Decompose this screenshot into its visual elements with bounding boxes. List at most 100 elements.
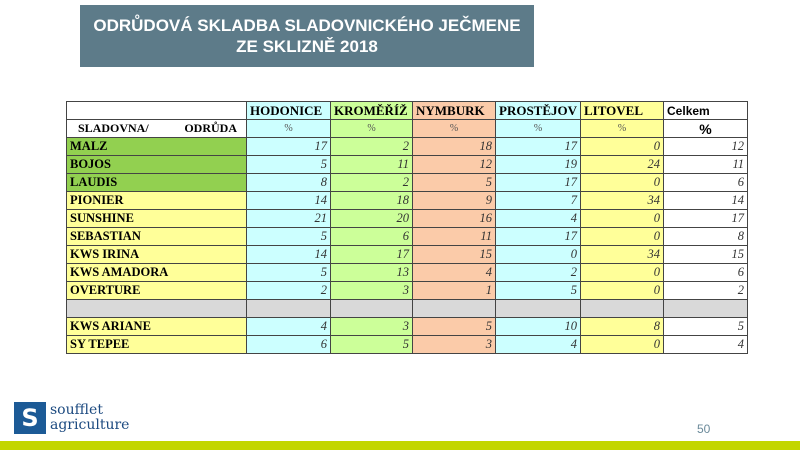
value-cell: 4: [663, 335, 749, 354]
value-cell: 5: [330, 335, 413, 354]
value-cell: 6: [330, 227, 413, 246]
table-row: BOJOS 5 11 12 19 24 11: [66, 155, 749, 174]
table-row: PIONIER 14 18 9 7 34 14: [66, 191, 749, 210]
value-cell: 5: [663, 317, 749, 336]
variety-name: KWS AMADORA: [66, 263, 247, 282]
variety-name: PIONIER: [66, 191, 247, 210]
variety-name: SEBASTIAN: [66, 227, 247, 246]
title-line-1: ODRŮDOVÁ SKLADBA SLADOVNICKÉHO JEČMENE: [93, 16, 521, 35]
unit-cell: %: [412, 119, 496, 138]
value-cell: 0: [580, 281, 665, 300]
column-header: LITOVEL: [580, 101, 665, 120]
value-cell: [494, 299, 582, 318]
value-cell: 2: [494, 263, 582, 282]
value-cell: 12: [412, 155, 496, 174]
variety-name: SY TEPEE: [66, 335, 247, 354]
value-cell: 17: [246, 137, 331, 156]
column-header: Celkem: [663, 101, 749, 120]
value-cell: 4: [412, 263, 496, 282]
corner-label: SLADOVNA/ODRŮDA: [66, 119, 247, 138]
value-cell: 17: [494, 173, 582, 192]
value-cell: 17: [663, 209, 749, 228]
value-cell: 4: [494, 209, 582, 228]
value-cell: 24: [580, 155, 665, 174]
value-cell: 14: [246, 245, 331, 264]
column-header: HODONICE: [246, 101, 331, 120]
table-row: [66, 299, 749, 318]
value-cell: 1: [412, 281, 496, 300]
value-cell: [246, 299, 331, 318]
variety-name: KWS IRINA: [66, 245, 247, 264]
value-cell: 0: [580, 137, 665, 156]
unit-cell: %: [494, 119, 582, 138]
value-cell: 3: [330, 317, 413, 336]
value-cell: [663, 299, 749, 318]
value-cell: 17: [494, 137, 582, 156]
variety-name: MALZ: [66, 137, 247, 156]
value-cell: 3: [412, 335, 496, 354]
page-number: 50: [697, 422, 711, 436]
variety-name: LAUDIS: [66, 173, 247, 192]
value-cell: 6: [246, 335, 331, 354]
corner-cell: [66, 101, 247, 120]
header-row: HODONICE KROMĚŘÍŽ NYMBURK PROSTĚJOV LITOVEL C…: [66, 101, 749, 120]
value-cell: 9: [412, 191, 496, 210]
value-cell: 0: [580, 263, 665, 282]
unit-row: SLADOVNA/ODRŮDA%%%%%%: [66, 119, 749, 138]
slide-title: ODRŮDOVÁ SKLADBA SLADOVNICKÉHO JEČMENE Z…: [80, 5, 534, 67]
unit-cell: %: [663, 119, 749, 138]
value-cell: 0: [580, 173, 665, 192]
value-cell: 14: [246, 191, 331, 210]
column-header: NYMBURK: [412, 101, 496, 120]
value-cell: 13: [330, 263, 413, 282]
value-cell: 10: [494, 317, 582, 336]
value-cell: 34: [580, 191, 665, 210]
value-cell: 7: [494, 191, 582, 210]
value-cell: [330, 299, 413, 318]
value-cell: 19: [494, 155, 582, 174]
table-row: KWS IRINA 14 17 15 0 34 15: [66, 245, 749, 264]
value-cell: 0: [580, 335, 665, 354]
value-cell: 6: [663, 173, 749, 192]
table-row: MALZ 17 2 18 17 0 12: [66, 137, 749, 156]
value-cell: 20: [330, 209, 413, 228]
value-cell: 0: [580, 227, 665, 246]
value-cell: 2: [663, 281, 749, 300]
value-cell: 11: [663, 155, 749, 174]
corner-label-1: SLADOVNA/: [78, 121, 149, 135]
value-cell: 3: [330, 281, 413, 300]
logo-line-1: soufflet: [50, 402, 103, 418]
value-cell: 5: [246, 227, 331, 246]
table-row: OVERTURE 2 3 1 5 0 2: [66, 281, 749, 300]
value-cell: 4: [246, 317, 331, 336]
table-row: SY TEPEE 6 5 3 4 0 4: [66, 335, 749, 354]
table-row: KWS ARIANE 4 3 5 10 8 5: [66, 317, 749, 336]
value-cell: 15: [412, 245, 496, 264]
value-cell: 6: [663, 263, 749, 282]
unit-cell: %: [330, 119, 413, 138]
value-cell: 5: [246, 155, 331, 174]
value-cell: [580, 299, 665, 318]
soufflet-logo-icon: S: [14, 402, 46, 434]
value-cell: 14: [663, 191, 749, 210]
value-cell: 8: [580, 317, 665, 336]
column-header: KROMĚŘÍŽ: [330, 101, 413, 120]
value-cell: 17: [494, 227, 582, 246]
variety-table: HODONICE KROMĚŘÍŽ NYMBURK PROSTĚJOV LITOVEL C…: [66, 101, 749, 354]
variety-name: KWS ARIANE: [66, 317, 247, 336]
value-cell: 18: [330, 191, 413, 210]
soufflet-logo: S soufflet agriculture: [14, 402, 129, 434]
value-cell: 18: [412, 137, 496, 156]
corner-label-2: ODRŮDA: [184, 121, 237, 135]
value-cell: 0: [494, 245, 582, 264]
value-cell: 4: [494, 335, 582, 354]
column-header: PROSTĚJOV: [494, 101, 582, 120]
value-cell: 8: [663, 227, 749, 246]
variety-name: [66, 299, 247, 318]
value-cell: [412, 299, 496, 318]
unit-cell: %: [580, 119, 665, 138]
table-row: LAUDIS 8 2 5 17 0 6: [66, 173, 749, 192]
value-cell: 2: [246, 281, 331, 300]
value-cell: 8: [246, 173, 331, 192]
value-cell: 11: [330, 155, 413, 174]
